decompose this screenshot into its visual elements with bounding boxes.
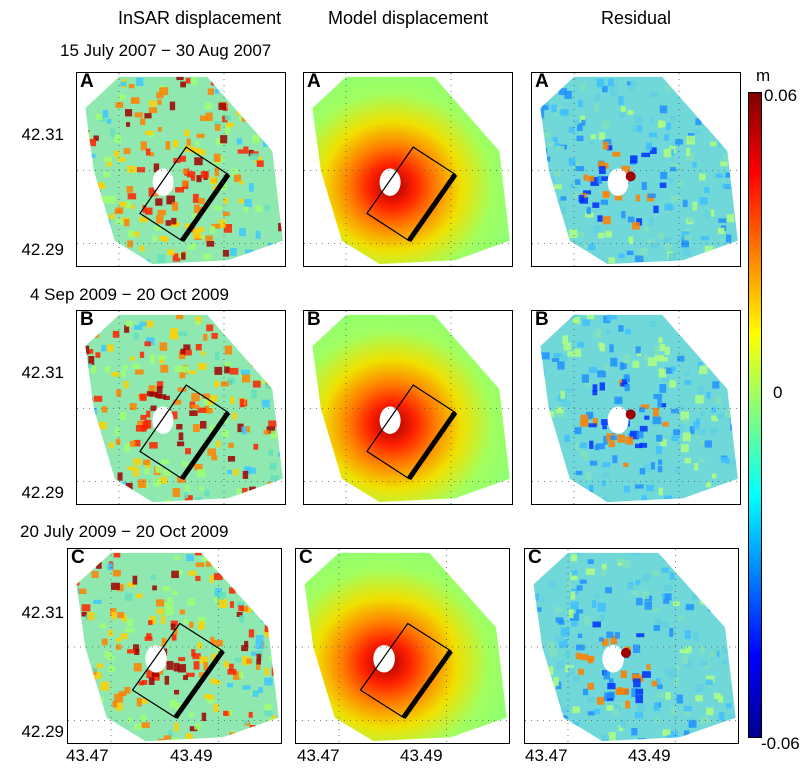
- panel-letter-b: B: [80, 310, 94, 330]
- y-tick-label: 42.29: [21, 483, 64, 502]
- x-tick-label: 43.47: [525, 746, 568, 765]
- panel-letter-c: C: [71, 548, 85, 568]
- map-residual-a: [532, 73, 740, 266]
- panel-letter-c: C: [528, 548, 542, 568]
- panel-model-b: B: [303, 310, 513, 505]
- panel-residual-b: B: [531, 310, 741, 505]
- colorbar-max-label: 0.06: [764, 86, 798, 105]
- panel-letter-a: A: [80, 72, 94, 92]
- x-tick-label: 43.49: [400, 746, 443, 765]
- panel-insar-a: A: [76, 72, 286, 267]
- x-tick-label: 43.49: [628, 746, 671, 765]
- x-tick-label: 43.47: [297, 746, 340, 765]
- panel-letter-a: A: [307, 72, 321, 92]
- panel-insar-b: B: [76, 310, 286, 505]
- column-title-residual: Residual: [601, 8, 672, 28]
- panel-letter-b: B: [307, 310, 321, 330]
- map-insar-a: [77, 73, 285, 266]
- map-residual-c: [525, 549, 738, 743]
- map-insar-c: [68, 549, 281, 743]
- y-tick-label: 42.29: [21, 722, 64, 741]
- panel-residual-a: A: [531, 72, 741, 267]
- column-title-insar: InSAR displacement: [118, 8, 282, 28]
- colorbar-min-label: -0.06: [761, 734, 800, 753]
- panel-letter-c: C: [299, 548, 313, 568]
- map-residual-b: [532, 311, 740, 504]
- map-model-c: [296, 549, 509, 743]
- row-title-c: 20 July 2009 − 20 Oct 2009: [20, 522, 229, 541]
- panel-residual-c: C: [524, 548, 739, 744]
- colorbar: [748, 92, 762, 738]
- map-insar-b: [77, 311, 285, 504]
- panel-letter-b: B: [535, 310, 549, 330]
- y-tick-label: 42.31: [21, 125, 64, 144]
- x-tick-label: 43.47: [66, 746, 109, 765]
- x-tick-label: 43.49: [170, 746, 213, 765]
- colorbar-unit: m: [756, 66, 771, 85]
- y-tick-label: 42.31: [21, 363, 64, 382]
- map-model-a: [304, 73, 512, 266]
- panel-model-c: C: [295, 548, 510, 744]
- panel-letter-a: A: [535, 72, 549, 92]
- column-title-model: Model displacement: [328, 8, 489, 28]
- panel-insar-c: C: [67, 548, 282, 744]
- y-tick-label: 42.29: [21, 240, 64, 259]
- row-title-a: 15 July 2007 − 30 Aug 2007: [60, 41, 272, 60]
- map-model-b: [304, 311, 512, 504]
- panel-model-a: A: [303, 72, 513, 267]
- colorbar-mid-label: 0: [773, 383, 783, 402]
- y-tick-label: 42.31: [21, 603, 64, 622]
- row-title-b: 4 Sep 2009 − 20 Oct 2009: [30, 285, 229, 304]
